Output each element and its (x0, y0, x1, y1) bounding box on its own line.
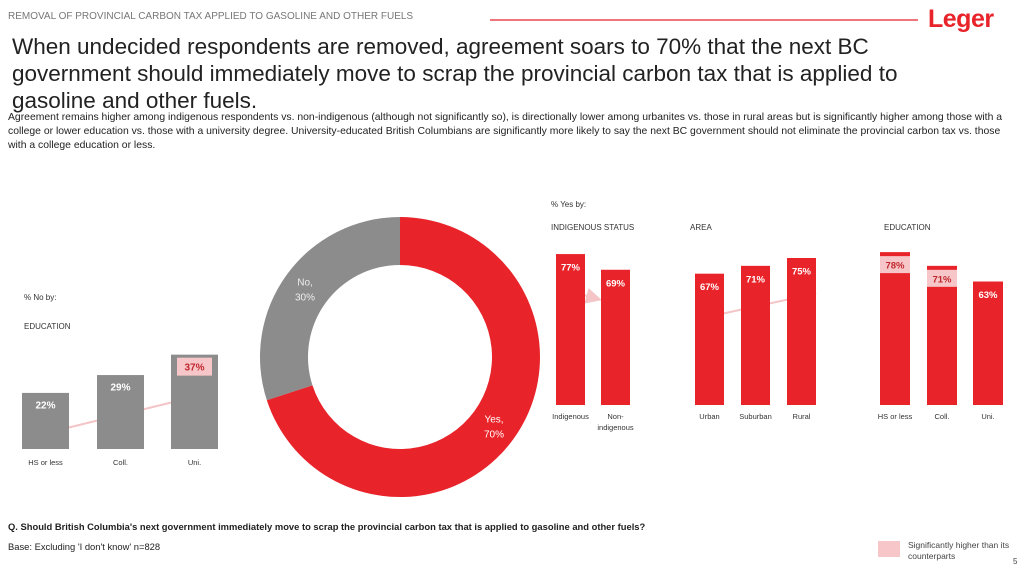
data-label: 63% (978, 290, 998, 301)
slice-value: 30% (295, 293, 315, 304)
bar (97, 375, 144, 449)
category-label: Suburban (739, 412, 772, 421)
data-label: 29% (110, 383, 130, 394)
data-label: 22% (35, 401, 55, 412)
slice-label: No, (297, 278, 313, 289)
data-label: 69% (606, 278, 626, 289)
panel-label: % No by: (24, 293, 56, 302)
category-label: Indigenous (552, 412, 589, 421)
group-title: INDIGENOUS STATUS (551, 223, 634, 232)
category-label: Uni. (188, 458, 201, 467)
data-label: 67% (700, 282, 720, 293)
category-label: Coll. (934, 412, 949, 421)
bar (601, 269, 630, 405)
slice-label: Yes, (484, 415, 503, 426)
legend-label: Significantly higher than its counterpar… (908, 540, 1010, 561)
logo: Leger (928, 5, 994, 33)
data-label: 71% (746, 274, 766, 285)
bar (880, 252, 910, 405)
category-label: Urban (699, 412, 719, 421)
slice-value: 70% (484, 430, 504, 441)
highlight-box (927, 269, 957, 287)
donut-slice (266, 217, 540, 497)
category-label: HS or less (28, 458, 63, 467)
data-label: 37% (184, 362, 204, 373)
title: When undecided respondents are removed, … (12, 34, 898, 113)
data-label: 78% (885, 261, 905, 272)
page-number: 5 (1013, 557, 1018, 566)
bar (556, 254, 585, 405)
bar (695, 273, 724, 405)
category-label: HS or less (878, 412, 913, 421)
base-note: Base: Excluding 'I don't know' n=828 (8, 541, 161, 552)
category-label: Coll. (113, 458, 128, 467)
legend-swatch (878, 541, 900, 557)
group-title: EDUCATION (24, 322, 71, 331)
category-label: Rural (793, 412, 811, 421)
bar (973, 281, 1003, 405)
data-label: 77% (561, 263, 581, 274)
group-title: EDUCATION (884, 223, 931, 232)
donut-slice (259, 217, 400, 401)
data-label: 71% (932, 274, 952, 285)
bar (22, 392, 69, 449)
panel-label: % Yes by: (551, 200, 586, 209)
kicker: REMOVAL OF PROVINCIAL CARBON TAX APPLIED… (8, 11, 414, 22)
category-label: Non-indigenous (597, 412, 634, 432)
data-label: 75% (792, 267, 812, 278)
body-text: Agreement remains higher among indigenou… (8, 112, 1003, 151)
highlight-box (177, 357, 212, 376)
question: Q. Should British Columbia's next govern… (8, 521, 646, 532)
bar (741, 265, 770, 405)
bar (927, 265, 957, 405)
category-label: Uni. (981, 412, 994, 421)
group-title: AREA (690, 223, 712, 232)
highlight-box (880, 256, 910, 274)
bar (787, 258, 816, 405)
